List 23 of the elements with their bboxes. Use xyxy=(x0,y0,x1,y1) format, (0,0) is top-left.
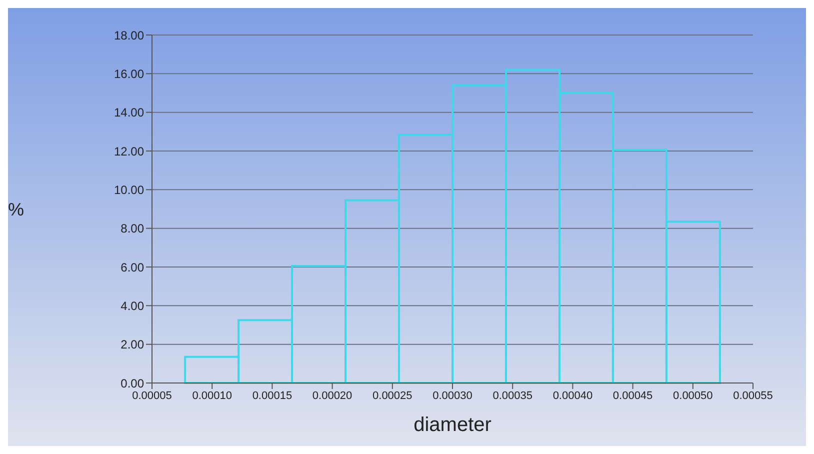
x-axis-title: diameter xyxy=(414,414,492,436)
y-tick-label: 18.00 xyxy=(114,28,144,42)
y-tick-label: 4.00 xyxy=(120,298,144,313)
x-tick-label: 0.00020 xyxy=(312,390,352,402)
y-tick-label: 10.00 xyxy=(114,182,144,197)
x-tick-label: 0.00030 xyxy=(432,390,472,402)
x-tick-label: 0.00010 xyxy=(192,390,232,402)
y-tick-label: 12.00 xyxy=(114,144,144,158)
x-tick-label: 0.00045 xyxy=(612,390,653,402)
x-tick-label: 0.00040 xyxy=(552,390,593,402)
x-tick-label: 0.00015 xyxy=(252,390,292,402)
x-tick-label: 0.00005 xyxy=(132,390,172,402)
x-tick-label: 0.00025 xyxy=(372,390,412,402)
y-tick-label: 6.00 xyxy=(120,260,144,274)
y-axis-title: % xyxy=(8,199,24,220)
y-tick-label: 0.00 xyxy=(120,376,144,390)
y-tick-label: 2.00 xyxy=(120,338,144,352)
y-tick-label: 8.00 xyxy=(120,222,144,236)
x-tick-label: 0.00035 xyxy=(492,390,532,402)
y-tick-label: 14.00 xyxy=(114,106,144,120)
x-tick-label: 0.00050 xyxy=(673,390,713,402)
x-tick-label: 0.00055 xyxy=(733,390,773,402)
y-tick-label: 16.00 xyxy=(114,66,144,81)
